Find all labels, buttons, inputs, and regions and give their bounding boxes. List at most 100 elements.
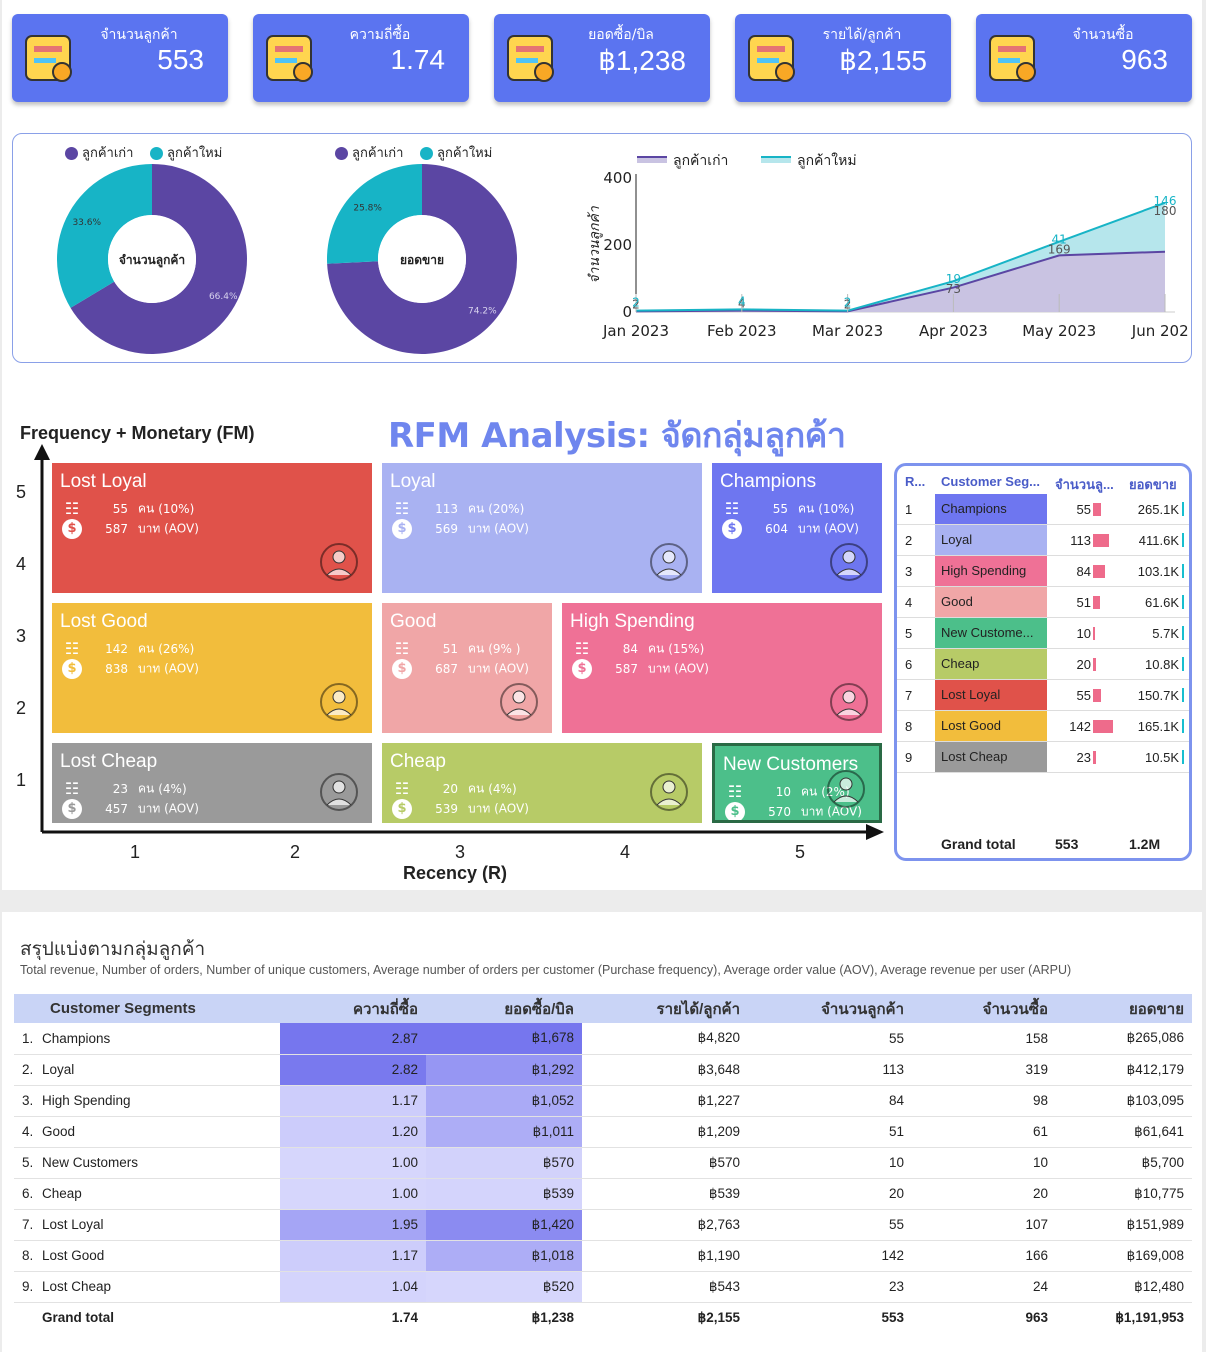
side-table-row[interactable]: 3 High Spending 84 103.1K: [897, 556, 1189, 587]
donut-slice-new[interactable]: [56, 164, 152, 308]
side-total-label: Grand total: [941, 836, 1016, 852]
row-rank: 9: [905, 750, 913, 765]
cell-sales: ฿151,989: [1056, 1209, 1192, 1241]
side-table-row[interactable]: 7 Lost Loyal 55 150.7K: [897, 680, 1189, 711]
col-header-sales[interactable]: ยอดขาย: [1129, 477, 1177, 492]
col-header-customers[interactable]: จำนวนลูกค้า: [748, 994, 912, 1023]
cell-orders: 107: [912, 1209, 1056, 1241]
row-rank: 2: [905, 533, 913, 548]
side-table-row[interactable]: 8 Lost Good 142 165.1K: [897, 711, 1189, 742]
people-unit: คน: [798, 501, 815, 516]
total-spacer: [14, 1302, 42, 1333]
rfm-segment-lost-loyal[interactable]: Lost Loyal ☷ 55 คน (10%) $587 บาท (AOV): [52, 463, 372, 593]
row-sales: 103.1K: [1137, 564, 1179, 579]
data-label-new: 2: [844, 296, 852, 310]
people-unit: คน: [138, 641, 155, 656]
side-table-row[interactable]: 2 Loyal 113 411.6K: [897, 525, 1189, 556]
row-sales-bar: [1182, 533, 1184, 547]
rfm-segment-loyal[interactable]: Loyal ☷ 113 คน (20%) $569 บาท (AOV): [382, 463, 702, 593]
row-count: 84: [1076, 564, 1091, 579]
data-label-new: 4: [738, 294, 746, 308]
col-header-segments[interactable]: Customer Segments: [14, 994, 280, 1023]
rfm-segment-good[interactable]: Good ☷ 51 คน (9% ) $687 บาท (AOV): [382, 603, 552, 733]
segment-count: 10: [775, 784, 791, 799]
cell-orders: 20: [912, 1178, 1056, 1210]
area-old-customers[interactable]: [636, 251, 1165, 312]
row-index: 2.: [14, 1054, 42, 1086]
donut-slice-old[interactable]: [70, 164, 247, 354]
side-table-row[interactable]: 9 Lost Cheap 23 10.5K: [897, 742, 1189, 773]
cell-sales: ฿103,095: [1056, 1085, 1192, 1117]
y-tick-label: 0: [622, 303, 632, 321]
side-table-row[interactable]: 6 Cheap 20 10.8K: [897, 649, 1189, 680]
x-tick-label: Apr 2023: [919, 322, 988, 340]
side-table-row[interactable]: 1 Champions 55 265.1K: [897, 494, 1189, 525]
rfm-segment-lost-cheap[interactable]: Lost Cheap ☷ 23 คน (4%) $457 บาท (AOV): [52, 743, 372, 823]
col-header-segment[interactable]: Customer Seg...: [941, 474, 1040, 489]
col-header-frequency[interactable]: ความถี่ซื้อ: [280, 994, 426, 1023]
summary-row[interactable]: 7. Lost Loyal 1.95 ฿1,420 ฿2,763 55 107 ฿151,98…: [14, 1209, 1192, 1241]
row-index: 8.: [14, 1240, 42, 1272]
summary-row[interactable]: 4. Good 1.20 ฿1,011 ฿1,209 51 61 ฿61,641: [14, 1116, 1192, 1148]
summary-row[interactable]: 1. Champions 2.87 ฿1,678 ฿4,820 55 158 ฿265,086: [14, 1023, 1192, 1055]
aov-unit: บาท (AOV): [801, 804, 862, 819]
cell-freq: 1.00: [280, 1178, 426, 1210]
people-icon: ☷: [394, 779, 410, 798]
aov-unit: บาท (AOV): [138, 801, 199, 816]
row-sales: 265.1K: [1137, 502, 1179, 517]
col-header-count[interactable]: จำนวนลู...: [1055, 477, 1114, 492]
col-header-arpu[interactable]: รายได้/ลูกค้า: [582, 994, 748, 1023]
summary-row[interactable]: 5. New Customers 1.00 ฿570 ฿570 10 10 ฿5,700: [14, 1147, 1192, 1179]
segment-aov: 570: [768, 804, 791, 819]
cell-orders: 24: [912, 1271, 1056, 1303]
row-count-bar: [1093, 751, 1097, 764]
row-index: 1.: [14, 1023, 42, 1055]
customer-count-donut: จำนวนลูกค้า 66.4% 33.6%: [56, 164, 247, 354]
donut-new-pct: 33.6%: [72, 218, 101, 228]
rfm-segment-cheap[interactable]: Cheap ☷ 20 คน (4%) $539 บาท (AOV): [382, 743, 702, 823]
segment-aov-row: $587 บาท (AOV): [62, 519, 199, 539]
segment-pct: (4%): [488, 781, 517, 796]
cell-freq: 1.20: [280, 1116, 426, 1148]
row-sales-bar: [1182, 719, 1184, 733]
rfm-segment-lost-good[interactable]: Lost Good ☷ 142 คน (26%) $838 บาท (AOV): [52, 603, 372, 733]
summary-row[interactable]: 2. Loyal 2.82 ฿1,292 ฿3,648 113 319 ฿412,179: [14, 1054, 1192, 1086]
row-count-bar: [1093, 658, 1096, 671]
row-index: 5.: [14, 1147, 42, 1179]
donut-slice-old[interactable]: [327, 164, 517, 354]
y-axis-title: จำนวนลูกค้า: [587, 205, 603, 283]
rfm-segment-high-spending[interactable]: High Spending ☷ 84 คน (15%) $587 บาท (AOV): [562, 603, 882, 733]
cell-aov: ฿1,052: [426, 1085, 582, 1117]
col-header-orders[interactable]: จำนวนซื้อ: [912, 994, 1056, 1023]
donut-slice-new[interactable]: [327, 164, 422, 264]
side-table-row[interactable]: 5 New Custome... 10 5.7K: [897, 618, 1189, 649]
row-rank: 4: [905, 595, 913, 610]
row-segment: New Custome...: [935, 618, 1047, 648]
x-tick-label: Feb 2023: [707, 322, 777, 340]
row-count: 23: [1076, 750, 1091, 765]
segment-count-row: ☷ 51 คน (9% ): [392, 639, 521, 659]
people-icon: ☷: [64, 499, 80, 518]
donut1-legend: ลูกค้าเก่า ลูกค้าใหม่: [65, 142, 222, 163]
rfm-segment-champions[interactable]: Champions ☷ 55 คน (10%) $604 บาท (AOV): [712, 463, 882, 593]
segment-summary-table: R... Customer Seg... จำนวนลู... ยอดขาย 1…: [894, 463, 1192, 861]
cell-orders: 319: [912, 1054, 1056, 1086]
summary-row[interactable]: 8. Lost Good 1.17 ฿1,018 ฿1,190 142 166 ฿169,00…: [14, 1240, 1192, 1272]
row-sales: 61.6K: [1145, 595, 1179, 610]
kpi-label: ความถี่ซื้อ: [349, 27, 411, 43]
data-label-old: 2: [844, 298, 852, 312]
kpi-card: ยอดซื้อ/บิล ฿1,238: [494, 14, 710, 102]
rfm-segment-new-customers[interactable]: New Customers ☷ 10 คน (2%) $570 บาท (AOV): [712, 743, 882, 823]
summary-row[interactable]: 6. Cheap 1.00 ฿539 ฿539 20 20 ฿10,775: [14, 1178, 1192, 1210]
segment-name: Lost Cheap: [60, 751, 158, 772]
side-table-row[interactable]: 4 Good 51 61.6K: [897, 587, 1189, 618]
row-sales-bar: [1182, 688, 1184, 702]
summary-row[interactable]: 3. High Spending 1.17 ฿1,052 ฿1,227 84 98 ฿103,…: [14, 1085, 1192, 1117]
col-header-aov[interactable]: ยอดซื้อ/บิล: [426, 994, 582, 1023]
col-header-rank[interactable]: R...: [905, 474, 926, 489]
row-segment: Good: [935, 587, 1047, 617]
row-segment: Lost Good: [935, 711, 1047, 741]
summary-row[interactable]: 9. Lost Cheap 1.04 ฿520 ฿543 23 24 ฿12,480: [14, 1271, 1192, 1303]
col-header-sales[interactable]: ยอดขาย: [1056, 994, 1192, 1023]
segment-pct: (4%): [158, 781, 187, 796]
